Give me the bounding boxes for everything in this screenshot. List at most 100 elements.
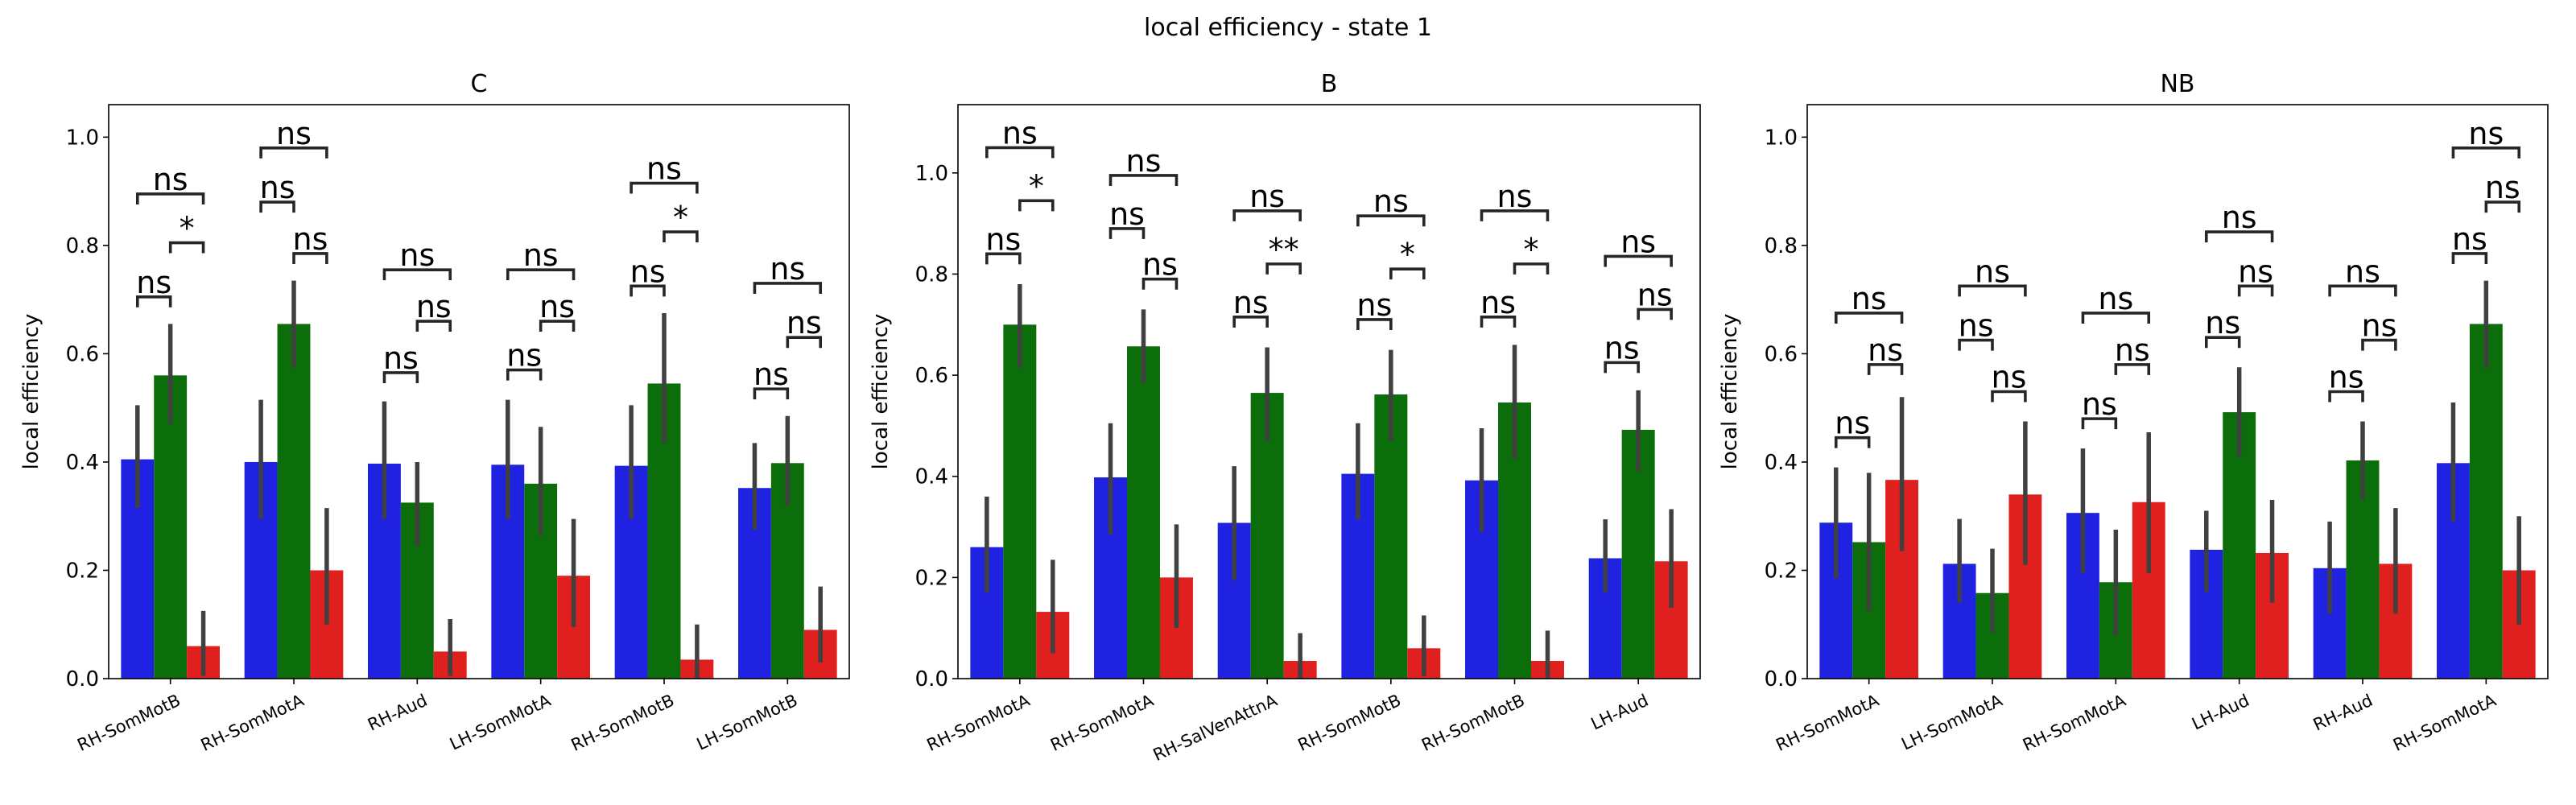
significance-label: ns (2468, 116, 2504, 151)
significance-bracket (2114, 363, 2151, 375)
significance-label: ns (1620, 224, 1656, 259)
significance-label: ns (1126, 143, 1162, 179)
significance-label: ns (2082, 386, 2117, 422)
significance-label: ns (2115, 332, 2150, 368)
significance-bracket (1480, 316, 1517, 328)
significance-bracket (539, 320, 576, 332)
significance-bracket (1141, 277, 1179, 290)
bar (2469, 324, 2503, 679)
significance-label: ns (770, 251, 805, 287)
x-tick-label: RH-SalVenAttnA (1150, 691, 1281, 766)
significance-label: ns (1991, 360, 2026, 395)
significance-bracket (2081, 312, 2151, 324)
significance-bracket (1834, 436, 1871, 448)
y-tick-label: 0.4 (915, 465, 948, 489)
significance-label: ns (1637, 277, 1673, 312)
x-tick-label: LH-Aud (2189, 691, 2252, 734)
significance-bracket (2204, 230, 2274, 243)
significance-label: ns (399, 237, 435, 273)
significance-bracket (1480, 209, 1550, 221)
significance-bracket (1108, 227, 1146, 239)
significance-label: ns (276, 116, 312, 151)
significance-bracket (1991, 390, 2027, 402)
significance-label: ns (786, 305, 822, 341)
x-tick-label: RH-SomMotB (1418, 691, 1527, 755)
x-tick-label: RH-SomMotB (568, 691, 677, 755)
y-tick-label: 0.4 (66, 451, 99, 475)
axes-frame (108, 104, 850, 679)
significance-label: ns (260, 170, 295, 205)
axes-frame (957, 104, 1701, 679)
significance-bracket (1356, 318, 1393, 330)
x-tick-label: RH-SomMotB (74, 691, 183, 755)
significance-bracket (753, 282, 823, 294)
significance-label: ** (1269, 232, 1299, 267)
panel-title: B (1321, 70, 1338, 98)
y-tick-label: 0.0 (915, 667, 948, 691)
y-tick-label: 0.0 (66, 667, 99, 691)
significance-label: * (673, 200, 688, 235)
significance-label: ns (1835, 406, 1870, 441)
y-tick-label: 0.8 (66, 234, 99, 258)
significance-bracket (2361, 338, 2397, 351)
x-tick-label: RH-SomMotA (198, 691, 308, 755)
significance-bracket (2328, 284, 2397, 297)
significance-bracket (663, 230, 699, 243)
significance-bracket (1513, 262, 1550, 275)
significance-label: ns (292, 221, 328, 257)
significance-label: ns (1002, 115, 1038, 151)
significance-label: ns (2329, 360, 2364, 395)
significance-bracket (2484, 200, 2521, 213)
significance-bracket (2237, 284, 2274, 297)
significance-bracket (382, 268, 452, 281)
y-axis-label: local efficiency (1718, 314, 1742, 470)
significance-bracket (1958, 338, 1994, 351)
significance-bracket (168, 241, 205, 254)
panel-b: 0.00.20.40.60.81.0RH-SomMotA RH-SomMotARH… (869, 70, 1701, 766)
panel-title: NB (2160, 70, 2194, 98)
significance-label: ns (2238, 254, 2273, 289)
significance-label: ns (2361, 308, 2396, 344)
significance-label: * (1029, 168, 1044, 204)
x-tick-label: RH-SomMotA (1047, 691, 1157, 755)
significance-label: ns (539, 289, 575, 324)
significance-bracket (2328, 390, 2364, 402)
significance-bracket (1232, 209, 1302, 221)
x-tick-label: LH-SomMotB (694, 691, 801, 754)
panel-title: C (471, 70, 488, 98)
significance-label: ns (1868, 332, 1903, 368)
x-tick-label: RH-SomMotA (924, 691, 1034, 755)
significance-bracket (1604, 361, 1640, 374)
y-tick-label: 0.8 (1765, 234, 1798, 258)
panels: 0.00.20.40.60.81.0RH-SomMotB RH-SomMotA RH… (19, 70, 2549, 766)
panel-nb: 0.00.20.40.60.81.0RH-SomMotA LH-SomMotA RH… (1718, 70, 2549, 755)
x-tick-label: RH-SomMotA (2390, 691, 2500, 755)
x-tick-label: RH-SomMotA (1773, 691, 1882, 755)
y-tick-label: 1.0 (915, 162, 948, 186)
significance-bracket (985, 146, 1055, 159)
significance-label: ns (1604, 330, 1640, 365)
significance-bracket (135, 192, 205, 204)
significance-label: ns (630, 254, 666, 289)
significance-bracket (1637, 308, 1673, 320)
significance-label: ns (2345, 254, 2380, 289)
significance-label: ns (523, 237, 559, 273)
significance-label: ns (1356, 287, 1392, 323)
x-tick-label: RH-SomMotA (2020, 691, 2129, 755)
significance-label: ns (383, 341, 419, 376)
significance-label: ns (2098, 281, 2133, 316)
significance-bracket (506, 268, 576, 281)
significance-label: ns (1480, 285, 1516, 320)
significance-label: ns (1373, 184, 1409, 219)
y-tick-label: 0.2 (66, 559, 99, 583)
significance-bracket (630, 284, 666, 297)
y-tick-label: 0.4 (1765, 451, 1798, 475)
significance-label: ns (153, 162, 188, 197)
significance-bracket (2081, 417, 2118, 430)
figure-title: local efficiency - state 1 (1144, 14, 1432, 42)
significance-bracket (1356, 214, 1426, 227)
significance-label: ns (985, 221, 1021, 257)
significance-label: ns (1109, 196, 1145, 232)
significance-label: * (180, 211, 195, 246)
significance-label: ns (2452, 221, 2487, 257)
